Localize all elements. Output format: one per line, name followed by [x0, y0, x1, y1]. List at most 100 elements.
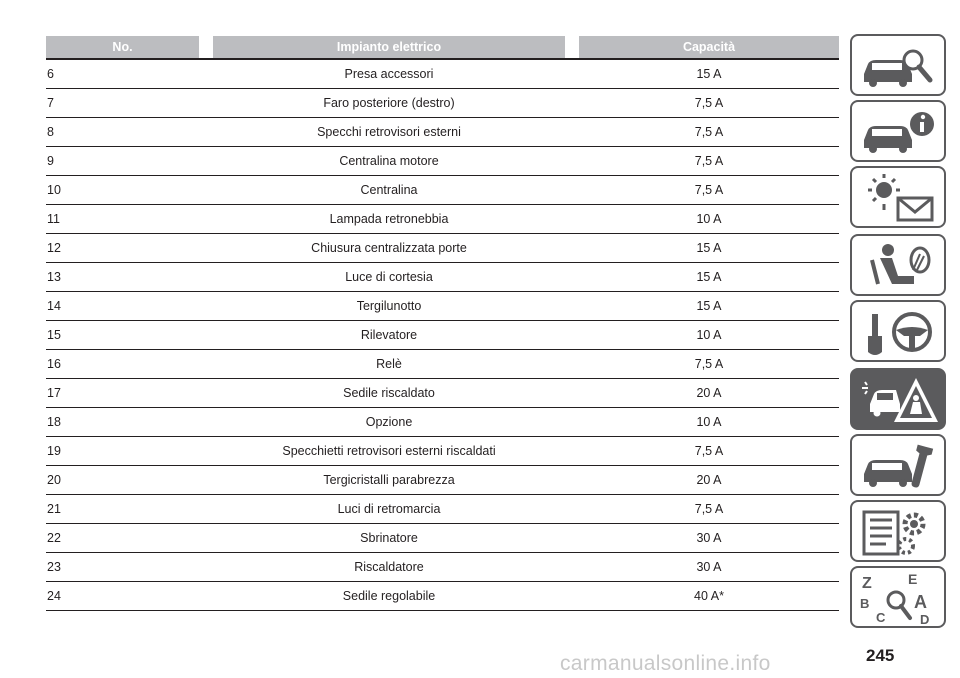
fuse-number: 14: [46, 291, 199, 321]
fuse-capacity: 15 A: [579, 291, 839, 321]
fuse-capacity: 15 A: [579, 262, 839, 292]
car-emergency-warning-icon: [862, 378, 938, 422]
table-row: 21 Luci di retromarcia 7,5 A: [46, 494, 839, 524]
table-row: 18 Opzione 10 A: [46, 407, 839, 437]
header-gap: [565, 36, 579, 60]
fuse-description: Sedile riscaldato: [199, 378, 579, 408]
header-no: No.: [46, 36, 199, 60]
fuse-capacity: 7,5 A: [579, 146, 839, 176]
fuse-capacity: 7,5 A: [579, 117, 839, 147]
fuse-number: 19: [46, 436, 199, 466]
fuse-number: 18: [46, 407, 199, 437]
seat-airbag-icon: [870, 244, 931, 285]
warning-lights-message-icon: [868, 174, 934, 222]
fuse-capacity: 7,5 A: [579, 88, 839, 118]
specs-gears-icon: [862, 510, 926, 556]
chapter-tab-4[interactable]: [850, 234, 946, 296]
chapter-tab-8[interactable]: [850, 500, 946, 562]
fuse-capacity: 7,5 A: [579, 349, 839, 379]
table-row: 6 Presa accessori 15 A: [46, 59, 839, 89]
fuse-description: Sbrinatore: [199, 523, 579, 553]
fuse-description: Opzione: [199, 407, 579, 437]
fuse-number: 22: [46, 523, 199, 553]
fuse-number: 9: [46, 146, 199, 176]
svg-text:Z: Z: [862, 575, 872, 592]
table-row: 17 Sedile riscaldato 20 A: [46, 378, 839, 408]
chapter-tab-7[interactable]: [850, 434, 946, 496]
fuse-capacity: 7,5 A: [579, 436, 839, 466]
fuse-table: No. Impianto elettrico Capacità 6 Presa a…: [46, 36, 839, 611]
key-steering-wheel-icon: [868, 312, 932, 355]
fuse-capacity: 30 A: [579, 523, 839, 553]
table-body: 6 Presa accessori 15 A 7 Faro posteriore (de…: [46, 59, 839, 611]
page-number: 245: [866, 646, 895, 665]
fuse-description: Specchi retrovisori esterni: [199, 117, 579, 147]
fuse-number: 21: [46, 494, 199, 524]
table-row: 13 Luce di cortesia 15 A: [46, 262, 839, 292]
fuse-description: Presa accessori: [199, 59, 579, 89]
fuse-capacity: 20 A: [579, 465, 839, 495]
fuse-capacity: 7,5 A: [579, 494, 839, 524]
table-row: 23 Riscaldatore 30 A: [46, 552, 839, 582]
header-capacity: Capacità: [579, 36, 839, 60]
svg-text:B: B: [860, 596, 869, 611]
fuse-description: Luce di cortesia: [199, 262, 579, 292]
chapter-tab-6[interactable]: [850, 368, 946, 430]
fuse-number: 8: [46, 117, 199, 147]
svg-text:D: D: [920, 612, 929, 626]
table-row: 14 Tergilunotto 15 A: [46, 291, 839, 321]
svg-text:C: C: [876, 610, 886, 625]
table-row: 15 Rilevatore 10 A: [46, 320, 839, 350]
chapter-tab-9[interactable]: Z E B C A D: [850, 566, 946, 628]
fuse-description: Centralina motore: [199, 146, 579, 176]
table-row: 22 Sbrinatore 30 A: [46, 523, 839, 553]
fuse-number: 7: [46, 88, 199, 118]
fuse-capacity: 10 A: [579, 320, 839, 350]
car-magnifier-icon: [864, 49, 933, 87]
fuse-number: 12: [46, 233, 199, 263]
fuse-number: 10: [46, 175, 199, 205]
table-row: 19 Specchietti retrovisori esterni riscal…: [46, 436, 839, 466]
fuse-description: Chiusura centralizzata porte: [199, 233, 579, 263]
fuse-description: Relè: [199, 349, 579, 379]
fuse-number: 15: [46, 320, 199, 350]
index-letters-icon: Z E B C A D: [860, 572, 929, 626]
table-row: 9 Centralina motore 7,5 A: [46, 146, 839, 176]
fuse-capacity: 10 A: [579, 204, 839, 234]
table-row: 11 Lampada retronebbia 10 A: [46, 204, 839, 234]
fuse-number: 13: [46, 262, 199, 292]
table-header: No. Impianto elettrico Capacità: [46, 36, 839, 60]
car-wrench-icon: [864, 444, 934, 488]
fuse-description: Sedile regolabile: [199, 581, 579, 611]
fuse-description: Specchietti retrovisori esterni riscalda…: [199, 436, 579, 466]
fuse-capacity: 15 A: [579, 233, 839, 263]
fuse-number: 20: [46, 465, 199, 495]
svg-text:E: E: [908, 572, 917, 587]
fuse-description: Lampada retronebbia: [199, 204, 579, 234]
chapter-tab-3[interactable]: [850, 166, 946, 228]
table-row: 7 Faro posteriore (destro) 7,5 A: [46, 88, 839, 118]
svg-text:A: A: [914, 592, 927, 612]
fuse-description: Rilevatore: [199, 320, 579, 350]
table-row: 24 Sedile regolabile 40 A*: [46, 581, 839, 611]
fuse-description: Centralina: [199, 175, 579, 205]
table-row: 20 Tergicristalli parabrezza 20 A: [46, 465, 839, 495]
chapter-tab-2[interactable]: [850, 100, 946, 162]
fuse-capacity: 30 A: [579, 552, 839, 582]
header-gap: [199, 36, 213, 60]
fuse-description: Tergicristalli parabrezza: [199, 465, 579, 495]
fuse-number: 16: [46, 349, 199, 379]
fuse-capacity: 7,5 A: [579, 175, 839, 205]
table-row: 16 Relè 7,5 A: [46, 349, 839, 379]
fuse-description: Riscaldatore: [199, 552, 579, 582]
table-row: 12 Chiusura centralizzata porte 15 A: [46, 233, 839, 263]
fuse-capacity: 20 A: [579, 378, 839, 408]
fuse-capacity: 40 A*: [579, 581, 839, 611]
chapter-tab-5[interactable]: [850, 300, 946, 362]
fuse-number: 24: [46, 581, 199, 611]
car-info-icon: [864, 112, 934, 153]
fuse-number: 6: [46, 59, 199, 89]
chapter-tab-1[interactable]: [850, 34, 946, 96]
fuse-description: Luci di retromarcia: [199, 494, 579, 524]
table-row: 10 Centralina 7,5 A: [46, 175, 839, 205]
